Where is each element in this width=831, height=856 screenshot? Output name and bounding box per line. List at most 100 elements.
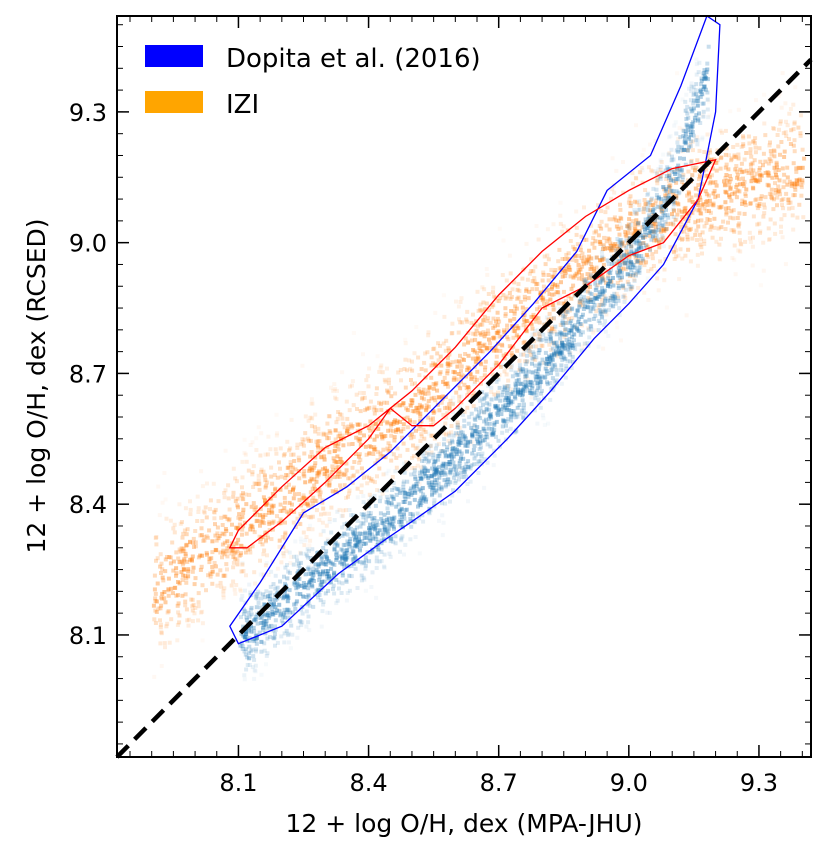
density-cell — [440, 513, 445, 518]
density-cell — [697, 111, 701, 116]
density-cell — [655, 215, 660, 220]
density-cell — [448, 362, 453, 367]
density-cell — [704, 192, 709, 197]
density-cell — [297, 619, 302, 624]
density-cell — [431, 473, 436, 478]
density-cell — [338, 457, 343, 461]
density-cell — [159, 630, 164, 635]
density-cell — [439, 363, 444, 368]
density-cell — [438, 343, 442, 348]
density-cell — [443, 465, 448, 470]
density-cell — [391, 525, 396, 530]
density-cell — [244, 615, 249, 620]
density-cell — [588, 300, 593, 304]
density-cell — [458, 455, 463, 460]
density-cell — [495, 331, 500, 335]
density-cell — [546, 273, 551, 277]
density-cell — [268, 593, 273, 598]
density-cell — [750, 244, 755, 249]
density-cell — [402, 494, 407, 499]
density-cell — [489, 431, 494, 436]
density-cell — [270, 611, 275, 616]
density-cell — [360, 395, 365, 400]
density-cell — [458, 386, 463, 391]
density-cell — [263, 530, 268, 535]
density-cell — [634, 248, 639, 253]
density-cell — [358, 409, 363, 414]
density-cell — [583, 319, 588, 324]
density-cell — [589, 274, 594, 279]
density-cell — [178, 521, 183, 526]
density-cell — [482, 438, 487, 443]
density-cell — [378, 402, 383, 407]
density-cell — [534, 393, 539, 397]
density-cell — [443, 454, 448, 459]
density-cell — [723, 189, 728, 194]
density-cell — [521, 409, 526, 414]
density-cell — [305, 547, 310, 552]
density-cell — [776, 144, 781, 149]
density-cell — [243, 631, 248, 636]
density-cell — [412, 471, 417, 476]
density-cell — [423, 351, 428, 356]
density-cell — [457, 464, 462, 469]
density-cell — [575, 309, 580, 314]
density-cell — [327, 429, 332, 433]
density-cell — [492, 427, 497, 432]
density-cell — [320, 498, 325, 503]
density-cell — [444, 415, 449, 420]
density-cell — [191, 540, 196, 545]
density-cell — [358, 560, 362, 564]
density-cell — [421, 387, 426, 392]
density-cell — [559, 265, 564, 270]
density-cell — [481, 426, 486, 431]
density-cell — [660, 170, 665, 175]
density-cell — [785, 175, 790, 180]
density-cell — [273, 618, 278, 623]
density-cell — [530, 350, 535, 355]
density-cell — [500, 393, 505, 398]
density-cell — [222, 491, 227, 495]
density-cell — [779, 105, 784, 110]
density-cell — [413, 476, 418, 481]
density-cell — [476, 441, 480, 446]
density-cell — [453, 464, 458, 469]
density-cell — [190, 558, 194, 563]
density-cell — [380, 533, 385, 538]
density-cell — [546, 360, 551, 365]
density-cell — [307, 580, 312, 585]
density-cell — [537, 334, 542, 339]
density-cell — [605, 205, 610, 210]
density-cell — [594, 265, 599, 270]
density-cell — [273, 611, 278, 615]
density-cell — [523, 375, 528, 380]
density-cell — [526, 377, 530, 382]
density-cell — [254, 448, 259, 452]
density-cell — [480, 438, 485, 443]
density-cell — [169, 586, 174, 591]
density-cell — [193, 529, 198, 533]
density-cell — [157, 513, 162, 518]
density-cell — [647, 200, 652, 205]
density-cell — [537, 362, 542, 367]
density-cell — [457, 477, 461, 482]
density-cell — [640, 258, 645, 263]
density-cell — [600, 286, 605, 291]
density-cell — [210, 569, 215, 574]
density-cell — [663, 219, 668, 224]
density-cell — [750, 185, 755, 190]
density-cell — [412, 497, 417, 502]
density-cell — [308, 538, 313, 543]
density-cell — [421, 496, 426, 501]
density-cell — [254, 481, 259, 486]
density-cell — [405, 479, 410, 484]
density-cell — [418, 476, 423, 481]
density-cell — [334, 577, 339, 582]
density-cell — [478, 307, 482, 312]
density-cell — [297, 583, 302, 588]
density-cell — [324, 549, 329, 554]
density-cell — [717, 256, 722, 261]
density-cell — [709, 158, 713, 162]
density-cell — [493, 360, 498, 365]
